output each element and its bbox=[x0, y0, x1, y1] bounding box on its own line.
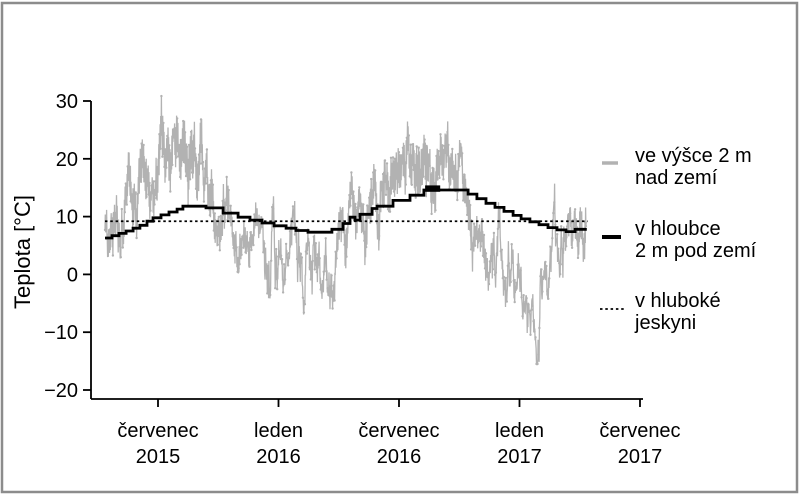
series-air-temperature bbox=[104, 96, 587, 365]
y-tick-label: 10 bbox=[56, 207, 78, 229]
series-soil-bold-segment bbox=[425, 185, 441, 192]
legend-soil-label-line2: 2 m pod zemí bbox=[635, 240, 757, 262]
legend-item-cave: v hluboké jeskyni bbox=[600, 290, 721, 334]
legend-item-air: ve výšce 2 m nad zemí bbox=[602, 145, 752, 189]
legend-air-label-line2: nad zemí bbox=[635, 167, 718, 189]
legend-air-label-line1: ve výšce 2 m bbox=[635, 145, 752, 167]
x-tick-label-year: 2016 bbox=[377, 446, 422, 468]
x-tick-label-month: červenec bbox=[117, 420, 198, 442]
x-tick-label-year: 2015 bbox=[136, 446, 181, 468]
x-tick-label-year: 2017 bbox=[497, 446, 542, 468]
y-tick-label: 20 bbox=[56, 149, 78, 171]
x-tick-label-month: červenec bbox=[599, 420, 680, 442]
x-tick-label-month: leden bbox=[254, 420, 303, 442]
legend-item-soil: v hloubce 2 m pod zemí bbox=[602, 218, 757, 262]
x-tick-label-month: červenec bbox=[358, 420, 439, 442]
y-tick-label: −20 bbox=[44, 380, 78, 402]
series-soil-temperature bbox=[105, 188, 587, 240]
x-tick-label-month: leden bbox=[495, 420, 544, 442]
y-tick-label: 0 bbox=[67, 264, 78, 286]
y-tick-label: −10 bbox=[44, 322, 78, 344]
legend-cave-label-line1: v hluboké bbox=[635, 290, 721, 312]
y-tick-label: 30 bbox=[56, 91, 78, 113]
y-axis-title: Teplota [°C] bbox=[10, 195, 35, 309]
plot-area: 30 20 10 0 −10 −20 červenec 2015 leden 2016 červen… bbox=[44, 91, 681, 468]
x-tick-label-year: 2016 bbox=[256, 446, 301, 468]
legend-cave-label-line2: jeskyni bbox=[634, 312, 696, 334]
x-tick-label-year: 2017 bbox=[618, 446, 663, 468]
legend: ve výšce 2 m nad zemí v hloubce 2 m pod … bbox=[600, 145, 757, 334]
legend-soil-label-line1: v hloubce bbox=[635, 218, 721, 240]
